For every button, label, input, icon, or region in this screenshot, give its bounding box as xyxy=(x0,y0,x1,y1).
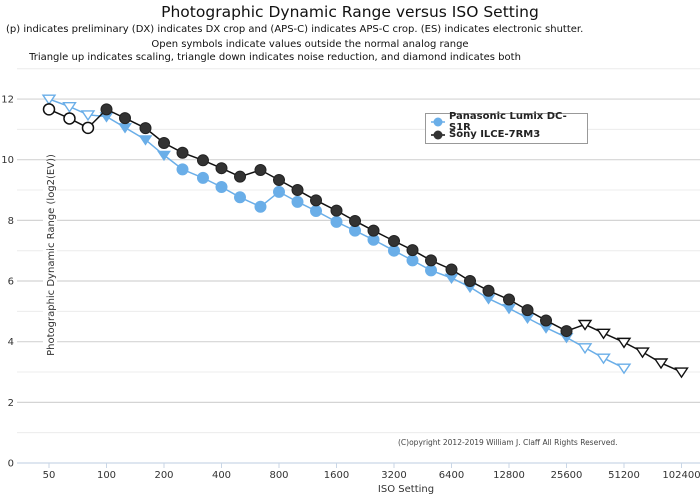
y-tick-label: 10 xyxy=(1,155,14,166)
data-point-circle xyxy=(254,200,267,213)
data-point-circle xyxy=(196,154,209,167)
data-point-circle xyxy=(273,174,285,187)
x-tick-label: 6400 xyxy=(439,470,464,481)
y-tick-label: 12 xyxy=(1,95,14,106)
legend: Panasonic Lumix DC-S1R Sony ILCE-7RM3 xyxy=(425,111,588,144)
data-point-circle xyxy=(406,254,419,267)
series-layer xyxy=(41,94,689,379)
data-point-circle xyxy=(291,184,304,197)
data-point-circle xyxy=(273,185,285,198)
y-tick-label: 2 xyxy=(8,398,14,409)
data-point-circle xyxy=(310,204,323,217)
data-point-circle xyxy=(482,284,495,297)
series-line xyxy=(48,108,682,373)
data-point-circle xyxy=(330,215,343,228)
x-tick-label: 12800 xyxy=(493,470,525,481)
x-tick-label: 51200 xyxy=(608,470,640,481)
y-tick-label: 8 xyxy=(8,216,14,227)
x-tick-label: 50 xyxy=(43,470,56,481)
data-point-circle xyxy=(42,103,56,116)
data-point-circle xyxy=(215,162,228,175)
legend-item-panasonic[interactable]: Panasonic Lumix DC-S1R xyxy=(431,111,587,133)
data-point-circle xyxy=(234,170,247,183)
data-point-circle xyxy=(367,224,380,237)
y-axis-ticks: 0 2 4 6 8 10 12 xyxy=(1,95,14,470)
x-tick-label: 200 xyxy=(154,470,173,481)
x-axis: 50 100 200 400 800 1600 3200 6400 12800 25600 5120… xyxy=(17,462,700,481)
data-point-circle xyxy=(119,112,132,125)
data-point-triangle-down xyxy=(616,337,632,349)
y-axis-title-bg xyxy=(43,165,57,345)
data-point-triangle-down xyxy=(577,343,593,355)
y-axis-title-group: Photographic Dynamic Range (log2(EV)) xyxy=(43,154,57,356)
data-point-circle xyxy=(176,146,189,159)
data-point-circle xyxy=(215,180,228,193)
data-point-triangle-down xyxy=(62,102,77,113)
data-point-circle xyxy=(254,164,267,177)
data-point-circle xyxy=(388,234,400,247)
data-point-circle xyxy=(330,204,343,217)
data-point-circle xyxy=(425,264,438,277)
y-tick-label: 6 xyxy=(8,277,14,288)
data-point-triangle-down xyxy=(596,328,611,340)
chart-title: Photographic Dynamic Range versus ISO Se… xyxy=(161,3,539,21)
legend-marker-panasonic xyxy=(431,117,445,127)
x-tick-label: 400 xyxy=(212,470,231,481)
data-point-circle xyxy=(560,325,573,338)
x-axis-title: ISO Setting xyxy=(378,484,434,495)
chart-subtitle-2: Open symbols indicate values outside the… xyxy=(151,39,469,50)
data-point-triangle-down xyxy=(653,358,669,370)
chart-subtitle-3: Triangle up indicates scaling, triangle … xyxy=(29,52,521,63)
data-point-circle xyxy=(291,195,304,208)
legend-marker-sony xyxy=(431,130,445,140)
x-tick-label: 1600 xyxy=(324,470,349,481)
series-panasonic xyxy=(41,94,632,375)
data-point-circle xyxy=(406,244,419,257)
data-point-triangle-down xyxy=(118,123,132,134)
x-tick-label: 100 xyxy=(97,470,116,481)
y-axis-title: Photographic Dynamic Range (log2(EV)) xyxy=(46,154,57,356)
x-tick-label: 800 xyxy=(269,470,288,481)
chart-subtitle-1: (p) indicates preliminary (DX) indicates… xyxy=(6,24,584,35)
x-tick-label: 102400 xyxy=(662,470,700,481)
data-point-circle xyxy=(425,254,438,267)
data-point-circle xyxy=(540,314,553,327)
data-point-circle xyxy=(196,171,209,184)
data-point-circle xyxy=(521,304,534,317)
data-point-circle xyxy=(234,191,247,204)
data-point-triangle-down xyxy=(674,367,689,379)
data-point-circle xyxy=(310,194,323,207)
data-point-triangle-down xyxy=(138,135,153,146)
data-point-triangle-down xyxy=(616,363,632,375)
legend-label-panasonic: Panasonic Lumix DC-S1R xyxy=(449,110,567,133)
x-tick-label: 3200 xyxy=(381,470,406,481)
data-point-triangle-down xyxy=(41,94,57,106)
data-point-circle xyxy=(81,121,95,135)
data-point-circle xyxy=(349,214,362,227)
y-tick-label: 0 xyxy=(8,459,14,470)
data-point-circle xyxy=(158,137,170,150)
legend-label-sony: Sony ILCE-7RM3 xyxy=(449,129,541,140)
data-point-triangle-down xyxy=(577,319,593,331)
data-point-triangle-down xyxy=(596,353,611,365)
data-point-circle xyxy=(445,263,458,276)
data-point-circle xyxy=(176,163,189,176)
data-point-circle xyxy=(503,293,515,306)
y-tick-label: 4 xyxy=(8,337,14,348)
data-point-circle xyxy=(464,275,477,288)
data-point-circle xyxy=(100,103,113,116)
x-tick-label: 25600 xyxy=(551,470,583,481)
data-point-circle xyxy=(63,112,76,125)
data-point-circle xyxy=(139,122,152,135)
data-point-triangle-down xyxy=(80,110,96,122)
data-point-triangle-down xyxy=(635,347,650,359)
data-point-triangle-down xyxy=(502,303,516,315)
legend-item-sony[interactable]: Sony ILCE-7RM3 xyxy=(431,128,587,141)
series-sony xyxy=(42,103,689,379)
data-point-triangle-down xyxy=(157,150,171,162)
copyright-note: (C)opyright 2012-2019 William J. Claff A… xyxy=(398,438,618,447)
